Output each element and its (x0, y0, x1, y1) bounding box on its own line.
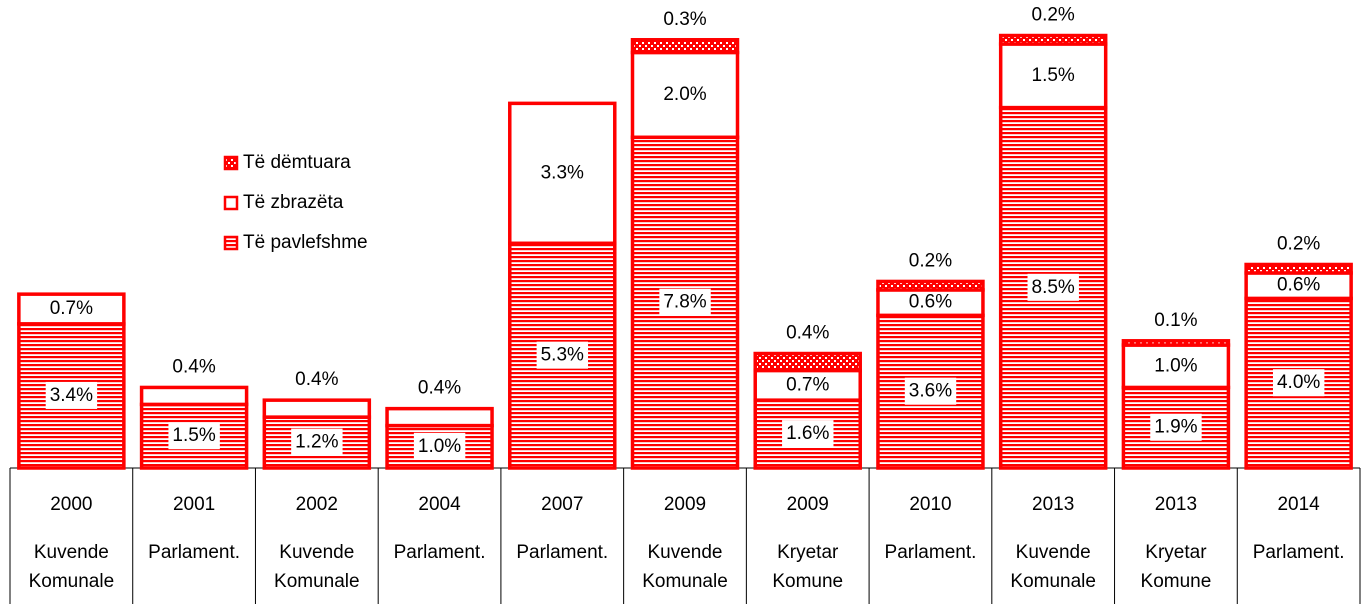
data-label: 3.4% (50, 385, 93, 406)
x-tick-label: 2014 (1277, 494, 1320, 515)
category-type: Kuvende Komunale (274, 542, 360, 592)
data-label: 0.6% (1277, 275, 1320, 296)
data-label: 0.7% (50, 298, 93, 319)
data-label: 0.2% (909, 250, 952, 271)
data-label: 1.5% (172, 425, 215, 446)
data-label: 0.7% (786, 374, 829, 395)
category-type-line: Komunale (29, 571, 115, 592)
label-bg (1150, 413, 1202, 441)
bar-segment (1121, 339, 1231, 347)
category-type: Kuvende Komunale (29, 542, 115, 592)
bar-segment (1244, 262, 1353, 275)
x-tick-label: 2002 (296, 494, 338, 515)
data-label: 1.9% (1154, 417, 1197, 438)
bar-segment (753, 351, 862, 373)
bar-segment (385, 406, 494, 428)
legend-label: Të dëmtuara (243, 152, 351, 173)
data-label: 0.2% (1277, 233, 1320, 254)
bar-segment (1244, 271, 1353, 301)
label-bg (168, 422, 220, 450)
data-label: 4.0% (1277, 372, 1320, 393)
x-tick-label: 2013 (1155, 494, 1197, 515)
data-label: 0.4% (786, 323, 829, 344)
bar-segment (630, 50, 740, 140)
category-type-line: Kryetar (777, 542, 839, 563)
category-type-line: Kuvende (279, 542, 354, 563)
data-label: 0.2% (1032, 5, 1075, 26)
label-bg (291, 428, 343, 456)
data-label: 1.5% (1032, 65, 1075, 86)
label-bg (659, 288, 711, 316)
data-label: 3.3% (541, 162, 584, 183)
label-bg (904, 377, 957, 405)
bar-segment (17, 292, 126, 326)
data-label: 5.3% (541, 345, 584, 366)
data-label: 0.4% (172, 356, 215, 377)
legend-swatch (223, 235, 239, 251)
category-type-line: Kuvende (1016, 542, 1091, 563)
data-label: 7.8% (663, 292, 706, 313)
data-label: 0.1% (1154, 310, 1197, 331)
legend-label: Të zbrazëta (243, 192, 344, 213)
label-bg (536, 341, 589, 369)
data-label: 0.3% (663, 9, 706, 30)
bar-segment (1121, 343, 1231, 390)
legend-swatch (223, 155, 239, 171)
category-type-line: Komune (1141, 571, 1212, 592)
category-type: Kryetar Komune (772, 542, 843, 592)
category-type: Parlament. (1253, 542, 1345, 563)
category-type-line: Kuvende (647, 542, 722, 563)
data-label: 0.4% (418, 378, 461, 399)
bar-segment (998, 33, 1108, 46)
data-label: 3.6% (909, 381, 952, 402)
data-label: 1.6% (786, 423, 829, 444)
x-tick-label: 2007 (541, 494, 583, 515)
data-label: 0.6% (909, 292, 952, 313)
category-type-line: Kuvende (34, 542, 109, 563)
category-type-line: Komunale (642, 571, 728, 592)
label-bg (413, 432, 466, 460)
x-tick-label: 2013 (1032, 494, 1074, 515)
label-bg (782, 420, 834, 448)
category-type: Parlament. (148, 542, 240, 563)
x-tick-label: 2010 (909, 494, 951, 515)
category-type: Kuvende Komunale (1010, 542, 1096, 592)
data-label: 2.0% (663, 84, 706, 105)
bar-segment (139, 385, 249, 407)
bar-segment (262, 398, 372, 419)
x-tick-label: 2004 (418, 494, 461, 515)
bar-segment (508, 101, 617, 246)
category-type-line: Komune (772, 571, 843, 592)
data-label: 8.5% (1032, 277, 1075, 298)
bar-segment (630, 38, 740, 55)
legend-label: Të pavlefshme (243, 232, 368, 253)
label-bg (45, 381, 98, 409)
category-type: Parlament. (885, 542, 977, 563)
category-type: Kryetar Komune (1141, 542, 1212, 592)
category-type: Parlament. (394, 542, 486, 563)
category-type: Parlament. (516, 542, 608, 563)
label-bg (1272, 369, 1325, 397)
x-tick-label: 2001 (173, 494, 215, 515)
x-tick-label: 2000 (50, 494, 92, 515)
legend-swatch (223, 195, 239, 211)
category-type-line: Komunale (1010, 571, 1096, 592)
data-label: 1.0% (418, 436, 461, 457)
x-tick-label: 2009 (787, 494, 829, 515)
label-bg (1027, 273, 1079, 301)
data-label: 1.0% (1154, 355, 1197, 376)
x-tick-label: 2009 (664, 494, 706, 515)
category-type-line: Komunale (274, 571, 360, 592)
category-type: Kuvende Komunale (642, 542, 728, 592)
category-type-line: Kryetar (1145, 542, 1207, 563)
data-label: 0.4% (295, 369, 338, 390)
data-label: 1.2% (295, 432, 338, 453)
bar-segment (876, 279, 985, 292)
